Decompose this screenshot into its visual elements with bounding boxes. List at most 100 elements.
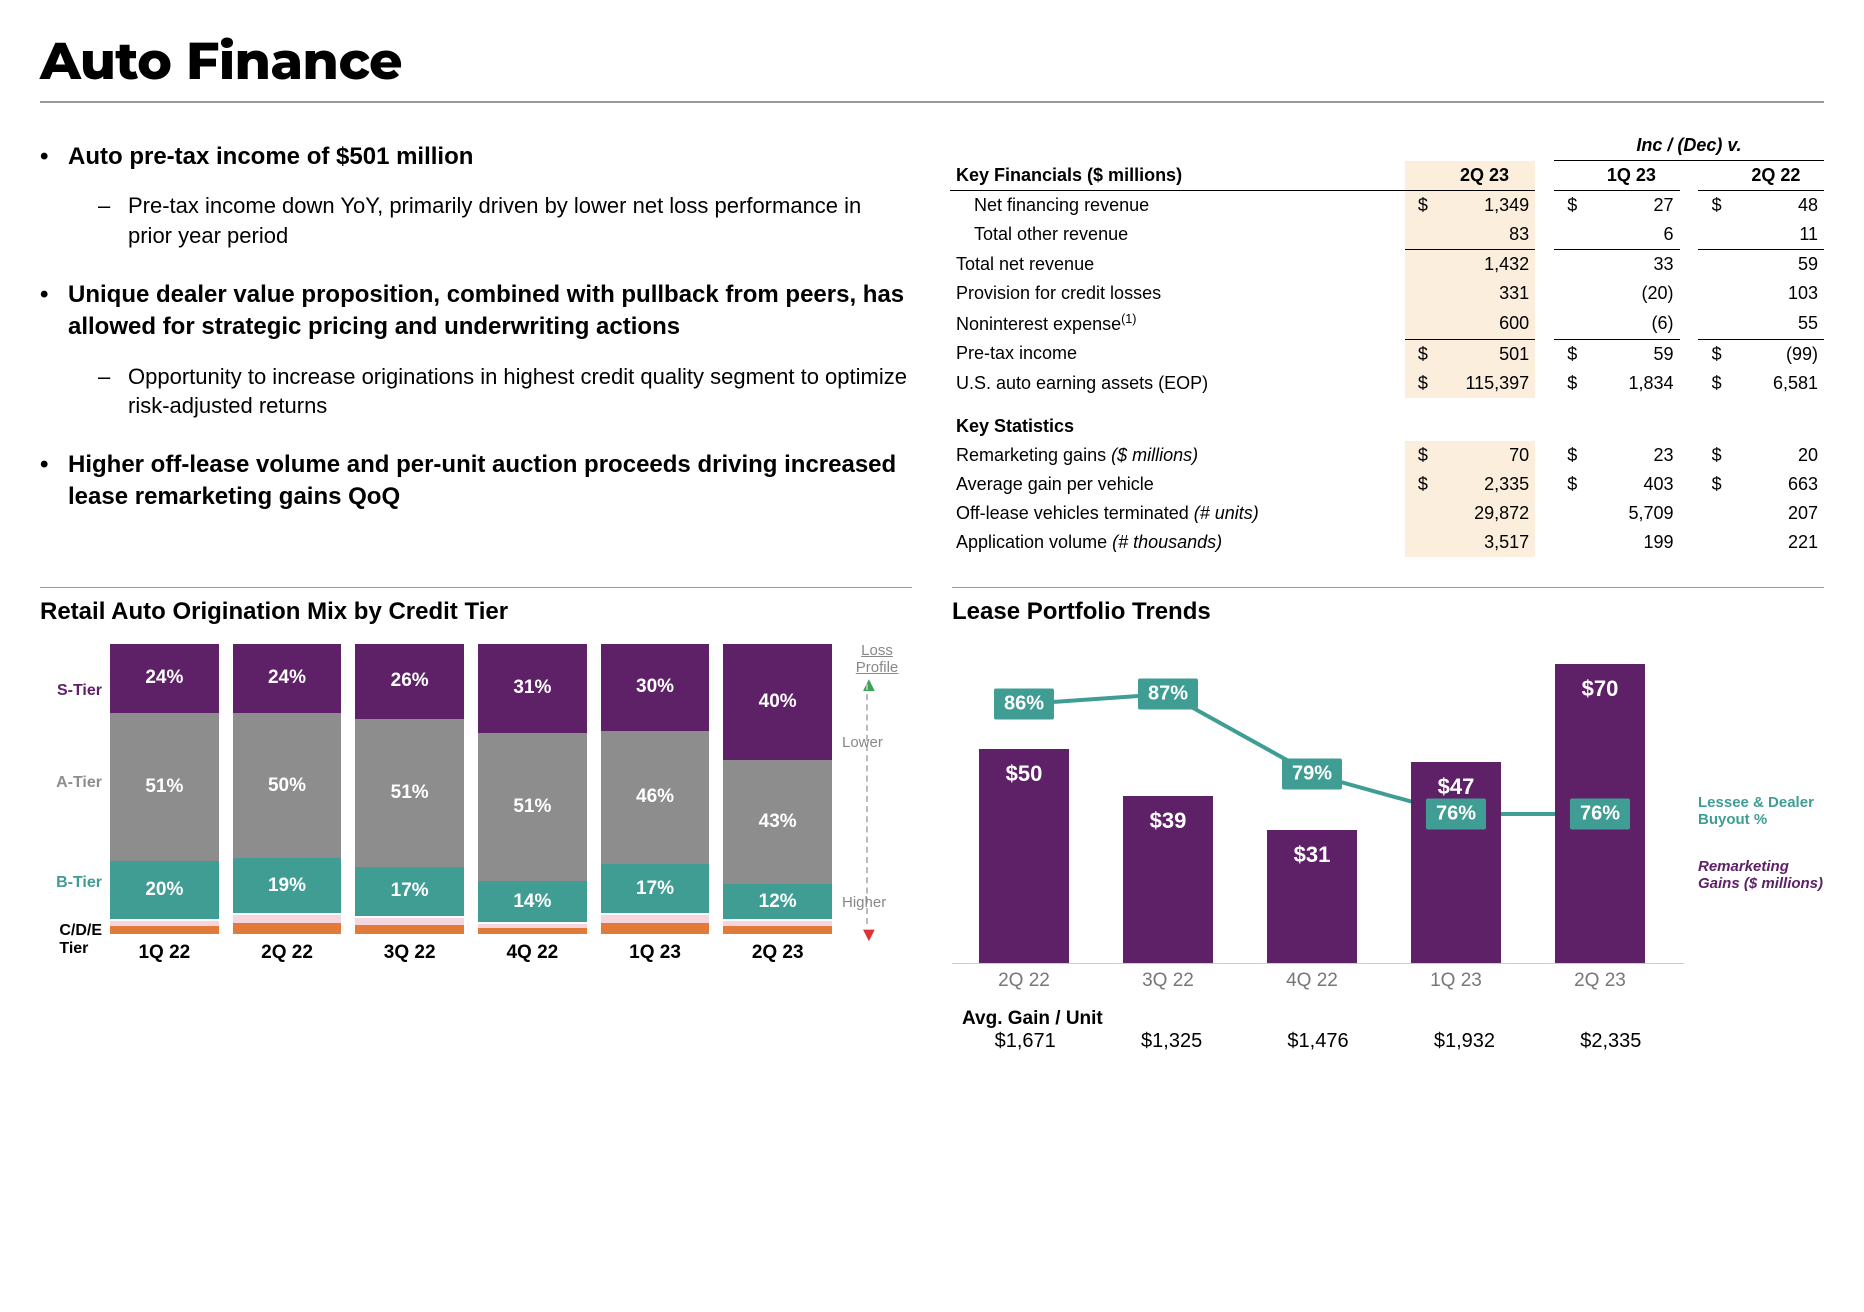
stat-cell-dollar [1405, 528, 1434, 557]
stack-chart-area: 24%51%20%1Q 2224%50%19%2Q 2226%51%17%3Q … [110, 644, 832, 964]
stat-cell-value: 663 [1728, 470, 1824, 499]
bullet-sub: Pre-tax income down YoY, primarily drive… [40, 191, 910, 250]
lease-pct-box: 87% [1138, 678, 1198, 709]
tier-ylabel: A-Tier [56, 774, 102, 792]
fin-cell-value: 1,834 [1583, 369, 1679, 398]
loss-profile-legend: Loss Profile ▲ Lower Higher ▼ [832, 644, 912, 964]
fin-cell-value: 11 [1728, 220, 1824, 250]
fin-cell-dollar: $ [1554, 369, 1583, 398]
fin-cell-dollar: $ [1405, 191, 1434, 221]
fin-cell-value: 600 [1434, 308, 1535, 339]
lease-pct-box: 76% [1570, 798, 1630, 829]
fin-cell-dollar [1405, 308, 1434, 339]
stack-xlabel: 2Q 23 [723, 942, 832, 964]
bar-segment: 46% [601, 731, 710, 864]
bar-segment: 20% [110, 861, 219, 919]
stat-cell-dollar: $ [1698, 441, 1727, 470]
fin-cell-value: 103 [1728, 279, 1824, 308]
fin-cell-value: 48 [1728, 191, 1824, 221]
fin-cell-value: (20) [1583, 279, 1679, 308]
stack-column: 26%51%17%3Q 22 [355, 644, 464, 964]
stat-cell-dollar: $ [1698, 470, 1727, 499]
avg-gain-value: $1,671 [952, 1030, 1098, 1053]
stat-cell-dollar [1698, 499, 1727, 528]
bar-segment: 51% [355, 719, 464, 867]
arrow-up-icon: ▲ [859, 674, 879, 697]
bar-segment: 51% [478, 733, 587, 881]
stat-cell-value: 29,872 [1434, 499, 1535, 528]
fin-cell-dollar: $ [1698, 339, 1727, 369]
stack-column: 24%50%19%2Q 22 [233, 644, 342, 964]
stack-chart-box: Retail Auto Origination Mix by Credit Ti… [40, 587, 912, 1053]
fin-row-label: Provision for credit losses [950, 279, 1405, 308]
stat-cell-dollar: $ [1554, 470, 1583, 499]
fin-cell-value: (6) [1583, 308, 1679, 339]
stat-cell-value: 20 [1728, 441, 1824, 470]
bar-segment: 31% [478, 644, 587, 734]
fin-cell-value: 1,432 [1434, 250, 1535, 280]
tier-ylabel: S-Tier [57, 682, 102, 700]
bar-segment: 51% [110, 713, 219, 861]
fin-row-label: U.S. auto earning assets (EOP) [950, 369, 1405, 398]
bar-segment: 12% [723, 884, 832, 919]
stats-header: Key Statistics [950, 398, 1824, 441]
fin-cell-value: 27 [1583, 191, 1679, 221]
fin-cell-value: 6 [1583, 220, 1679, 250]
stack-column: 31%51%14%4Q 22 [478, 644, 587, 964]
tier-ylabel: C/D/ETier [59, 922, 102, 958]
fin-cell-dollar: $ [1698, 191, 1727, 221]
lease-pct-box: 79% [1282, 758, 1342, 789]
fin-cell-value: 55 [1728, 308, 1824, 339]
inc-dec-header: Inc / (Dec) v. [1554, 131, 1824, 161]
stat-cell-value: 403 [1583, 470, 1679, 499]
fin-cell-dollar: $ [1405, 339, 1434, 369]
bar-segment: 50% [233, 713, 342, 858]
stat-cell-dollar: $ [1405, 470, 1434, 499]
bar-segment: 30% [601, 644, 710, 731]
lease-bar: $50 [979, 749, 1068, 962]
avg-gain-value: $2,335 [1538, 1030, 1684, 1053]
bullet-item: Unique dealer value proposition, combine… [40, 279, 910, 344]
loss-lower-label: Lower [842, 734, 883, 751]
fin-cell-dollar [1405, 220, 1434, 250]
lease-bar: $39 [1123, 796, 1212, 962]
bullet-item: Auto pre-tax income of $501 million [40, 141, 910, 173]
lease-xlabel: 2Q 23 [1574, 970, 1626, 992]
bar-segment: 26% [355, 644, 464, 719]
stack-column: 24%51%20%1Q 22 [110, 644, 219, 964]
avg-gain-label: Avg. Gain / Unit [962, 1008, 1684, 1030]
bar-segment: 24% [233, 644, 342, 714]
fin-cell-value: 6,581 [1728, 369, 1824, 398]
lease-legend: Lessee & Dealer Buyout % Remarketing Gai… [1684, 644, 1824, 964]
bullets-column: Auto pre-tax income of $501 million Pre-t… [40, 131, 910, 557]
stat-cell-dollar [1405, 499, 1434, 528]
lease-xlabel: 1Q 23 [1430, 970, 1482, 992]
financials-column: Inc / (Dec) v. Key Financials ($ millions… [950, 131, 1824, 557]
fin-cell-value: 501 [1434, 339, 1535, 369]
stack-ylabels: S-Tier A-Tier B-Tier C/D/ETier [40, 644, 110, 964]
lease-chart-area: $502Q 2286%$393Q 2287%$314Q 2279%$471Q 2… [952, 644, 1684, 964]
stat-cell-value: 207 [1728, 499, 1824, 528]
fin-cell-dollar: $ [1554, 339, 1583, 369]
lease-bar: $31 [1267, 830, 1356, 962]
legend-buyout: Lessee & Dealer Buyout % [1698, 794, 1824, 828]
avg-gain-row: Avg. Gain / Unit $1,671$1,325$1,476$1,93… [952, 1008, 1824, 1053]
stat-cell-value: 23 [1583, 441, 1679, 470]
fin-row-label: Net financing revenue [950, 191, 1405, 221]
fin-header-label: Key Financials ($ millions) [950, 161, 1405, 191]
chart-rule [40, 587, 912, 588]
bar-segment: 24% [110, 644, 219, 714]
fin-col-header: 2Q 23 [1434, 161, 1535, 191]
fin-cell-value: (99) [1728, 339, 1824, 369]
tier-ylabel: B-Tier [56, 874, 102, 892]
chart-rule [952, 587, 1824, 588]
fin-cell-dollar [1554, 279, 1583, 308]
fin-cell-value: 59 [1583, 339, 1679, 369]
fin-cell-dollar [1554, 250, 1583, 280]
lease-chart-title: Lease Portfolio Trends [952, 598, 1824, 626]
loss-profile-title: Loss Profile [842, 642, 912, 676]
stat-row-label: Remarketing gains ($ millions) [950, 441, 1405, 470]
stat-cell-value: 2,335 [1434, 470, 1535, 499]
arrow-down-icon: ▼ [859, 924, 879, 947]
lease-trend-line [1024, 694, 1600, 814]
